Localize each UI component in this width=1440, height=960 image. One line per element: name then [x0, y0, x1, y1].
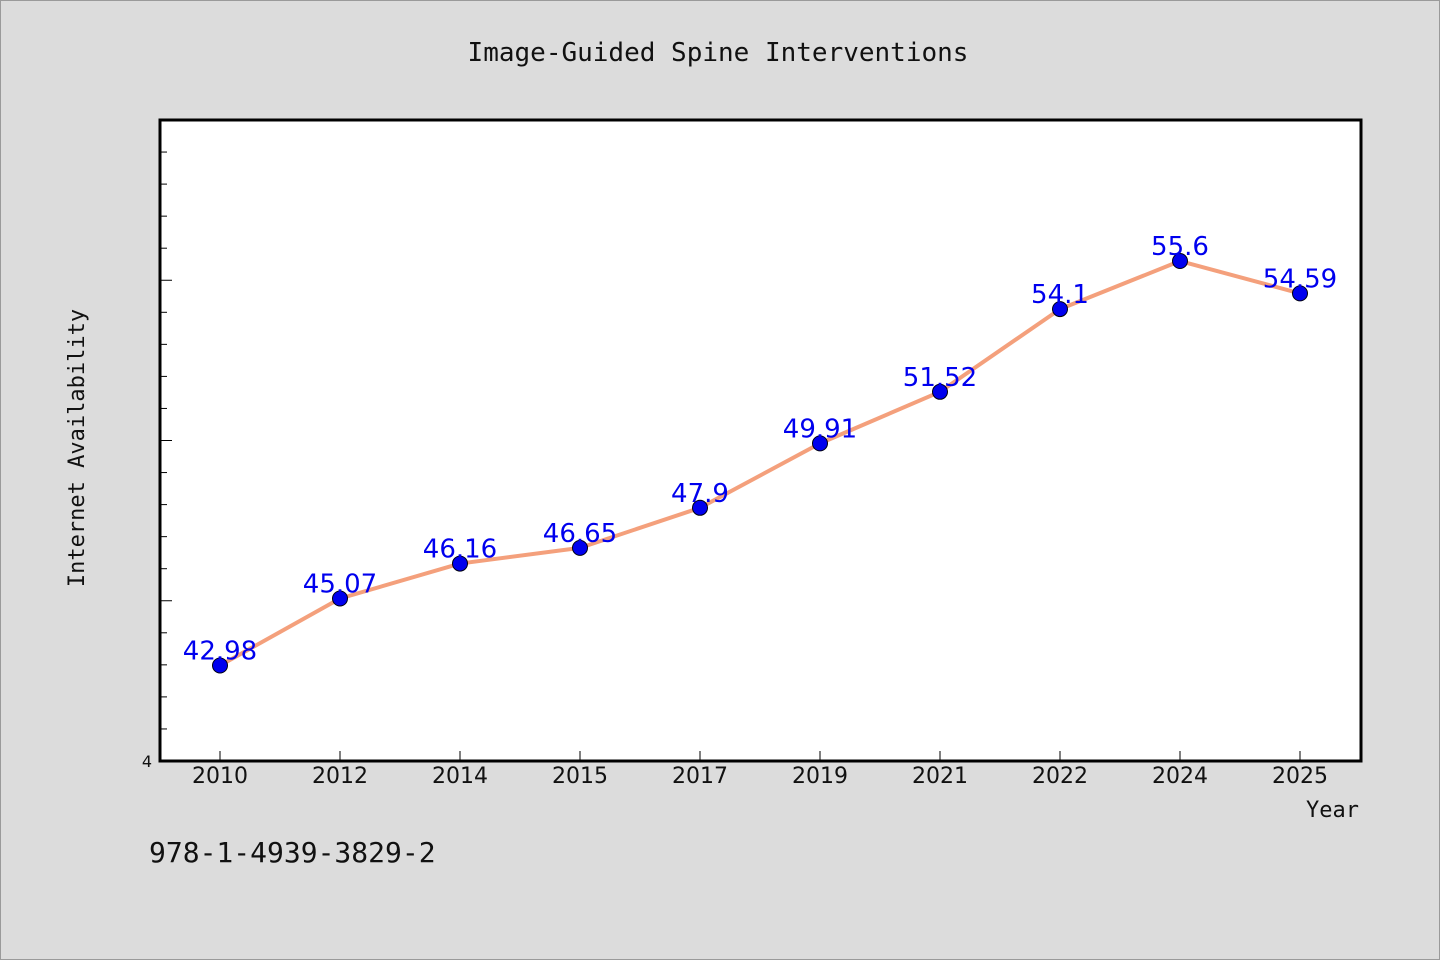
- data-point-marker: [692, 499, 708, 516]
- x-axis-ticks: 2010 2012 2014 2015 2017 2019 2021 2022 2024 2025: [192, 751, 1328, 789]
- data-label: 46.16: [423, 535, 497, 565]
- x-tick-label: 2014: [432, 764, 488, 789]
- x-tick-label: 2025: [1272, 764, 1328, 789]
- x-tick-label: 2015: [552, 764, 608, 789]
- data-point-marker: [932, 383, 948, 400]
- data-label-layer: 42.98 45.07 46.16 46.65 47.9 49.91 51.52 54.1 55…: [183, 232, 1337, 666]
- y-tick-label: 4: [142, 752, 152, 771]
- data-label: 42.98: [183, 636, 257, 666]
- data-point-marker: [212, 657, 228, 674]
- x-axis-label: Year: [1306, 798, 1359, 823]
- data-label: 51.52: [903, 363, 977, 393]
- data-label: 55.6: [1151, 232, 1209, 262]
- data-label: 54.59: [1263, 264, 1337, 294]
- x-tick-label: 2024: [1152, 764, 1208, 789]
- x-tick-label: 2012: [312, 764, 368, 789]
- x-tick-label: 2021: [912, 764, 968, 789]
- series-line: [218, 259, 1302, 668]
- data-point-marker: [572, 539, 588, 556]
- data-point-marker: [332, 590, 348, 607]
- plot-area: [158, 118, 1363, 763]
- marker-layer: [212, 253, 1308, 674]
- chart-title: Image-Guided Spine Interventions: [468, 38, 969, 68]
- x-tick-label: 2019: [792, 764, 848, 789]
- y-axis-ticks: 4: [142, 151, 172, 771]
- x-tick-label: 2010: [192, 764, 248, 789]
- x-tick-label: 2017: [672, 764, 728, 789]
- data-label: 49.91: [783, 414, 857, 444]
- x-tick-label: 2022: [1032, 764, 1088, 789]
- data-point-marker: [1292, 285, 1308, 302]
- data-label: 47.9: [671, 479, 729, 509]
- data-point-marker: [1052, 301, 1068, 318]
- series-layer: [218, 259, 1302, 668]
- data-label: 46.65: [543, 519, 617, 549]
- data-point-marker: [812, 435, 828, 452]
- data-point-marker: [1172, 253, 1188, 270]
- y-axis-label: Internet Availability: [65, 309, 90, 587]
- data-label: 45.07: [303, 570, 377, 600]
- data-label: 54.1: [1031, 280, 1089, 310]
- footer-isbn: 978-1-4939-3829-2: [149, 836, 436, 869]
- data-point-marker: [452, 555, 468, 572]
